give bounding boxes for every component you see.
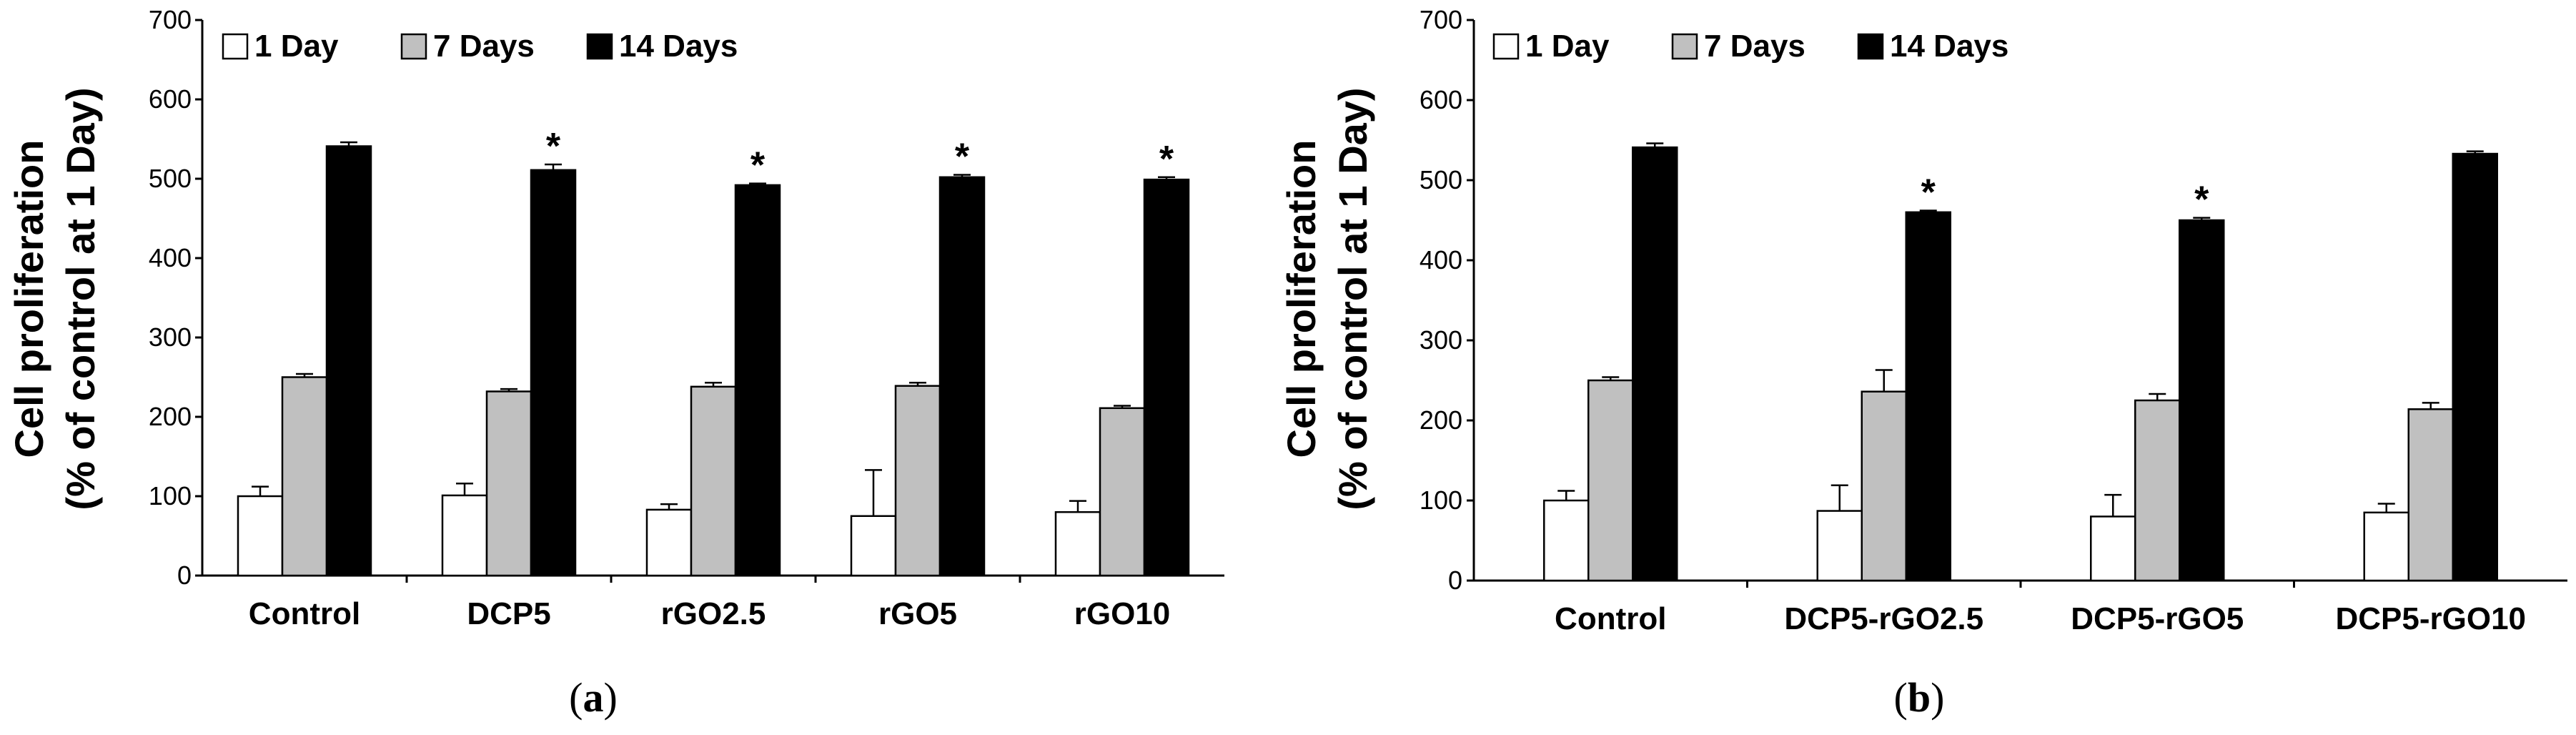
panel-a-legend-swatch-1-day	[222, 33, 249, 60]
panel-b-y-tick-label: 300	[1420, 325, 1462, 355]
panel-a-bar-dcp5-14-days	[530, 169, 577, 577]
panel-a-legend-label-7-days: 7 Days	[433, 29, 535, 64]
panel-b-y-tick-label: 600	[1420, 85, 1462, 114]
panel-a-y-tick-label: 600	[149, 84, 192, 114]
panel-a-legend: 1 Day 7 Days 14 Days	[222, 29, 738, 64]
panel-a-y-axis-title-line1: Cell proliferation	[6, 140, 51, 458]
panel-b-bar-dcp5-rgo2-5-7-days	[1861, 390, 1907, 582]
panel-b-significance-dcp5-rgo5: *	[2194, 179, 2209, 221]
panel-b-bar-dcp5-rgo5-1-day	[2090, 516, 2136, 582]
panel-b-x-label-control: Control	[1555, 601, 1666, 636]
panel-a-y-tick-label: 500	[149, 164, 192, 193]
panel-b-legend-label-1-day: 1 Day	[1525, 29, 1610, 64]
panel-b-legend-label-7-days: 7 Days	[1704, 29, 1805, 64]
panel-a-y-tick-label: 100	[149, 481, 192, 510]
panel-a-y-tick-label: 200	[149, 402, 192, 431]
panel-b-y-tick-label: 200	[1420, 405, 1462, 435]
panel-a-significance-dcp5: *	[546, 126, 561, 167]
panel-a-bar-rgo5-14-days	[938, 176, 986, 577]
panel-b-y-axis-title-line1: Cell proliferation	[1279, 140, 1324, 458]
panel-a-bar-control-14-days	[325, 145, 372, 577]
panel-b-bar-control-1-day	[1543, 499, 1590, 582]
panel-a-significance-rgo10: *	[1159, 139, 1174, 180]
panel-b-bar-dcp5-rgo5-14-days	[2179, 219, 2225, 582]
panel-b-significance-dcp5-rgo2-5: *	[1921, 172, 1936, 214]
panel-a-legend-label-1-day: 1 Day	[254, 29, 339, 64]
panel-b-label: (b)	[1894, 674, 1945, 721]
panel-a-y-tick-label: 400	[149, 243, 192, 272]
panel-a-x-label-control: Control	[249, 596, 360, 631]
panel-a-x-label-rgo5: rGO5	[878, 596, 957, 631]
panel-a-x-label-dcp5: DCP5	[467, 596, 550, 631]
panel-a-bar-dcp5-7-days	[485, 390, 532, 577]
panel-a-bar-rgo10-7-days	[1099, 407, 1146, 577]
panel-a-bar-control-7-days	[281, 376, 328, 577]
panel-a-bar-control-1-day	[237, 495, 284, 577]
panel-b-y-tick-label: 500	[1420, 165, 1462, 194]
panel-b-legend-swatch-7-days	[1671, 33, 1698, 60]
panel-a-legend-swatch-14-days	[586, 33, 613, 60]
panel-b-x-label-dcp5-rgo5: DCP5-rGO5	[2071, 601, 2244, 636]
panel-b-y-tick-label: 700	[1420, 5, 1462, 34]
panel-b-bar-control-14-days	[1632, 146, 1678, 582]
panel-b-bar-dcp5-rgo10-7-days	[2407, 408, 2454, 582]
panel-b: 0 100 200 300 400 500 600 700 Control * DCP5-rGO2.…	[1279, 5, 2567, 721]
panel-a-y-axis-title-line2: (% of control at 1 Day)	[58, 87, 103, 510]
panel-a-y-tick-label: 700	[149, 5, 192, 34]
panel-a-y-tick-label: 300	[149, 322, 192, 352]
panel-b-legend-label-14-days: 14 Days	[1890, 29, 2008, 64]
panel-b-x-label-dcp5-rgo10: DCP5-rGO10	[2335, 601, 2526, 636]
panel-b-bar-dcp5-rgo10-1-day	[2363, 511, 2409, 582]
panel-a-significance-rgo2-5: *	[750, 145, 766, 187]
panel-a-y-tick-label: 0	[177, 561, 192, 590]
panel-a-bar-dcp5-1-day	[441, 494, 488, 577]
panel-b-legend-swatch-14-days	[1857, 33, 1884, 60]
panel-a: 0 100 200 300 400 500 600 700 Control * DCP5 * rGO2.…	[6, 5, 1224, 721]
panel-a-bar-rgo10-14-days	[1143, 178, 1190, 577]
panel-a-x-label-rgo2-5: rGO2.5	[661, 596, 766, 631]
panel-a-legend-swatch-7-days	[400, 33, 427, 60]
panel-a-significance-rgo5: *	[955, 136, 970, 177]
panel-a-bar-rgo2-5-1-day	[645, 508, 693, 577]
panel-b-bar-dcp5-rgo5-7-days	[2134, 399, 2181, 582]
panel-b-bar-dcp5-rgo2-5-14-days	[1905, 211, 1951, 582]
panel-b-y-axis-title-line2: (% of control at 1 Day)	[1330, 87, 1375, 510]
panel-a-x-label-rgo10: rGO10	[1074, 596, 1171, 631]
panel-b-y-tick-label: 0	[1448, 566, 1462, 595]
panel-b-x-label-dcp5-rgo2-5: DCP5-rGO2.5	[1784, 601, 1983, 636]
panel-b-legend-swatch-1-day	[1492, 33, 1520, 60]
panel-a-label: (a)	[569, 674, 618, 721]
panel-b-bar-dcp5-rgo2-5-1-day	[1816, 510, 1863, 582]
panel-b-bar-control-7-days	[1587, 379, 1634, 582]
panel-a-bar-rgo2-5-14-days	[734, 184, 781, 577]
panel-b-y-tick-label: 400	[1420, 245, 1462, 275]
panel-a-bar-rgo2-5-7-days	[690, 385, 737, 577]
panel-b-bar-dcp5-rgo10-14-days	[2452, 152, 2498, 582]
panel-b-y-tick-label: 100	[1420, 485, 1462, 515]
panel-a-bar-rgo5-7-days	[894, 385, 941, 577]
panel-a-bar-rgo5-1-day	[850, 515, 897, 577]
panel-b-legend: 1 Day 7 Days 14 Days	[1492, 29, 2008, 64]
panel-a-legend-label-14-days: 14 Days	[619, 29, 738, 64]
panel-a-bar-rgo10-1-day	[1054, 510, 1101, 577]
